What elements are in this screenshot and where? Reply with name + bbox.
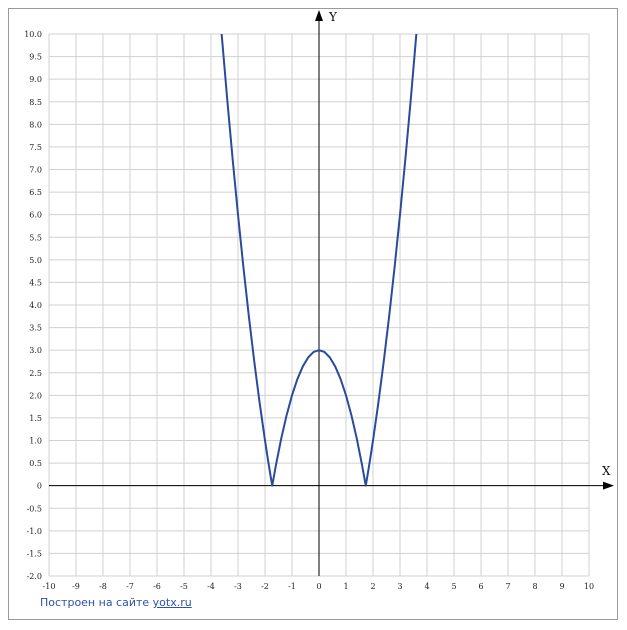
y-tick-label: 9.5 [29,53,42,62]
y-tick-label: -1.0 [27,527,42,536]
x-tick-label: 3 [397,582,402,591]
y-axis-label: Y [328,10,338,24]
x-axis-label: X [602,464,611,478]
credit-link[interactable]: yotx.ru [152,596,192,609]
y-tick-label: 9.0 [29,75,42,84]
y-tick-label: 2.0 [29,391,42,400]
x-tick-label: 2 [370,582,375,591]
y-tick-label: 3.5 [29,324,42,333]
series-group [220,34,418,487]
y-tick-label: 10.0 [24,30,42,39]
y-tick-label: 7.0 [29,166,42,175]
x-tick-label: 1 [343,582,348,591]
x-tick-label: -9 [72,582,80,591]
x-axis-arrow [603,481,614,490]
y-tick-label: -1.5 [27,549,42,558]
y-tick-label: 6.0 [29,211,42,220]
x-tick-label: -10 [43,582,56,591]
y-tick-label: 5.5 [29,233,42,242]
x-tick-label: -1 [288,582,296,591]
y-tick-label: 8.0 [29,120,42,129]
y-tick-label: 4.5 [29,278,42,287]
y-tick-label: -2.0 [27,572,42,581]
y-tick-label: 6.5 [29,188,42,197]
x-tick-label: -8 [99,582,107,591]
axes [49,10,614,576]
y-tick-label: 0 [37,482,42,491]
x-tick-label: 5 [451,582,456,591]
y-tick-label: 5.0 [29,256,42,265]
x-tick-label: -3 [234,582,242,591]
x-tick-label: 9 [559,582,564,591]
y-tick-label: 1.0 [29,437,42,446]
y-axis-arrow [315,10,323,21]
chart-frame [8,8,618,620]
y-tick-label: 7.5 [29,143,42,152]
y-tick-label: 8.5 [29,98,42,107]
x-tick-label: 4 [424,582,429,591]
y-tick-label: 4.0 [29,301,42,310]
x-tick-label: 10 [584,582,594,591]
y-tick-label: 1.5 [29,414,42,423]
y-tick-label: 2.5 [29,369,42,378]
tick-labels: -10 -9 -8 -7 -6 -5 -4 -3 -2 -1 0 1 2 3 4 5 6 7 8 9 1010.09.5… [24,30,594,591]
x-tick-label: -2 [261,582,269,591]
y-tick-label: 0.5 [29,459,42,468]
series-line [220,34,418,487]
credit-text: Построен на сайте [40,596,153,609]
y-tick-label: -0.5 [27,504,42,513]
x-tick-label: 0 [316,582,321,591]
site-credit: Построен на сайте yotx.ru [40,596,192,609]
x-tick-label: 8 [532,582,537,591]
x-tick-label: 6 [478,582,483,591]
x-tick-label: -6 [153,582,161,591]
x-tick-label: 7 [505,582,510,591]
x-tick-label: -7 [126,582,134,591]
x-tick-label: -5 [180,582,188,591]
x-tick-label: -4 [207,582,215,591]
y-tick-label: 3.0 [29,346,42,355]
